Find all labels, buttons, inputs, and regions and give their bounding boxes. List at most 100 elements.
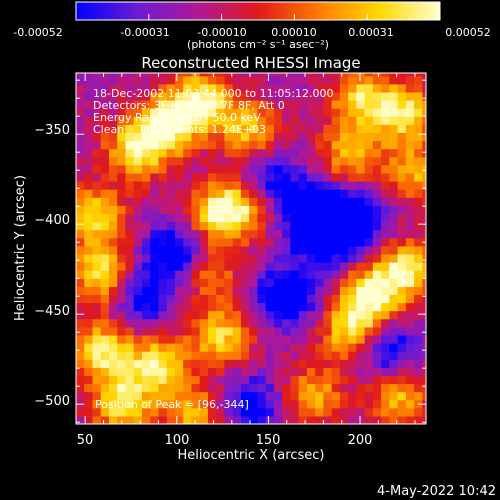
- heatmap-cell: [141, 116, 151, 125]
- heatmap-cell: [372, 286, 382, 295]
- heatmap-cell: [150, 83, 160, 93]
- heatmap-cell: [232, 124, 242, 133]
- heatmap-cell: [183, 245, 193, 255]
- heatmap-cell: [76, 375, 85, 385]
- heatmap-cell: [207, 253, 217, 263]
- heatmap-cell: [315, 189, 324, 198]
- heatmap-cell: [183, 124, 193, 133]
- heatmap-cell: [150, 270, 160, 279]
- heatmap-cell: [257, 229, 267, 239]
- heatmap-cell: [257, 318, 267, 328]
- heatmap-cell: [224, 326, 234, 336]
- heatmap-cell: [339, 197, 349, 206]
- heatmap-cell: [273, 245, 283, 255]
- heatmap-cell: [273, 205, 283, 214]
- heatmap-cell: [290, 294, 300, 304]
- heatmap-cell: [92, 132, 102, 142]
- heatmap-cell: [364, 286, 374, 295]
- heatmap-cell: [158, 108, 168, 117]
- heatmap-cell: [397, 156, 407, 166]
- heatmap-cell: [84, 181, 94, 190]
- heatmap-cell: [207, 132, 217, 142]
- heatmap-cell: [240, 116, 250, 125]
- heatmap-cell: [422, 83, 426, 93]
- heatmap-cell: [249, 262, 259, 271]
- heatmap-cell: [282, 407, 291, 417]
- heatmap-cell: [100, 205, 110, 214]
- heatmap-cell: [364, 367, 374, 376]
- heatmap-cell: [100, 278, 110, 287]
- heatmap-cell: [323, 124, 333, 133]
- heatmap-cell: [282, 326, 291, 336]
- heatmap-cell: [389, 262, 399, 271]
- heatmap-cell: [372, 399, 382, 409]
- heatmap-cell: [339, 334, 349, 344]
- heatmap-cell: [125, 124, 135, 133]
- heatmap-cell: [108, 415, 118, 424]
- heatmap-cell: [76, 383, 85, 393]
- heatmap-cell: [323, 262, 333, 271]
- heatmap-cell: [389, 375, 399, 385]
- heatmap-cell: [356, 181, 366, 190]
- heatmap-cell: [108, 124, 118, 133]
- heatmap-cell: [232, 310, 242, 320]
- heatmap-cell: [207, 181, 217, 190]
- heatmap-cell: [265, 189, 275, 198]
- heatmap-cell: [397, 286, 407, 295]
- heatmap-cell: [84, 367, 94, 376]
- heatmap-cell: [356, 164, 366, 174]
- heatmap-cell: [100, 286, 110, 295]
- heatmap-cell: [158, 367, 168, 376]
- heatmap-cell: [389, 318, 399, 328]
- heatmap-cell: [389, 326, 399, 336]
- heatmap-cell: [183, 172, 193, 182]
- heatmap-cell: [216, 351, 226, 360]
- heatmap-cell: [290, 310, 300, 320]
- heatmap-cell: [372, 164, 382, 174]
- heatmap-cell: [331, 310, 341, 320]
- heatmap-cell: [92, 310, 102, 320]
- heatmap-cell: [166, 326, 176, 336]
- heatmap-cell: [117, 213, 127, 223]
- heatmap-cell: [323, 205, 333, 214]
- heatmap-cell: [356, 124, 366, 133]
- heatmap-cell: [323, 140, 333, 150]
- heatmap-cell: [290, 205, 300, 214]
- heatmap-cell: [356, 391, 366, 401]
- heatmap-cell: [141, 189, 151, 198]
- heatmap-cell: [92, 318, 102, 328]
- heatmap-cell: [282, 262, 291, 271]
- heatmap-cell: [381, 278, 390, 287]
- heatmap-cell: [389, 391, 399, 401]
- heatmap-cell: [174, 391, 184, 401]
- heatmap-cell: [348, 407, 357, 417]
- heatmap-cell: [207, 359, 217, 368]
- heatmap-cell: [76, 343, 85, 352]
- heatmap-cell: [306, 407, 316, 417]
- heatmap-cell: [282, 310, 291, 320]
- heatmap-cell: [364, 164, 374, 174]
- heatmap-cell: [216, 75, 226, 85]
- heatmap-cell: [315, 156, 324, 166]
- heatmap-cell: [174, 383, 184, 393]
- heatmap-cell: [306, 237, 316, 247]
- heatmap-cell: [315, 83, 324, 93]
- heatmap-cell: [92, 286, 102, 295]
- heatmap-cell: [150, 294, 160, 304]
- heatmap-cell: [117, 334, 127, 344]
- colorbar-tick-label: -0.00010: [197, 26, 246, 39]
- heatmap-cell: [298, 391, 308, 401]
- heatmap-cell: [108, 164, 118, 174]
- heatmap-cell: [372, 391, 382, 401]
- annotation-clean-counts: Clean Total counts: 1.24E+03: [93, 123, 266, 136]
- heatmap-cell: [249, 415, 259, 424]
- heatmap-cell: [265, 197, 275, 206]
- heatmap-cell: [183, 318, 193, 328]
- heatmap-cell: [150, 367, 160, 376]
- heatmap-cell: [405, 367, 415, 376]
- heatmap-cell: [216, 407, 226, 417]
- heatmap-cell: [298, 132, 308, 142]
- heatmap-cell: [257, 343, 267, 352]
- heatmap-cell: [166, 237, 176, 247]
- heatmap-cell: [348, 286, 357, 295]
